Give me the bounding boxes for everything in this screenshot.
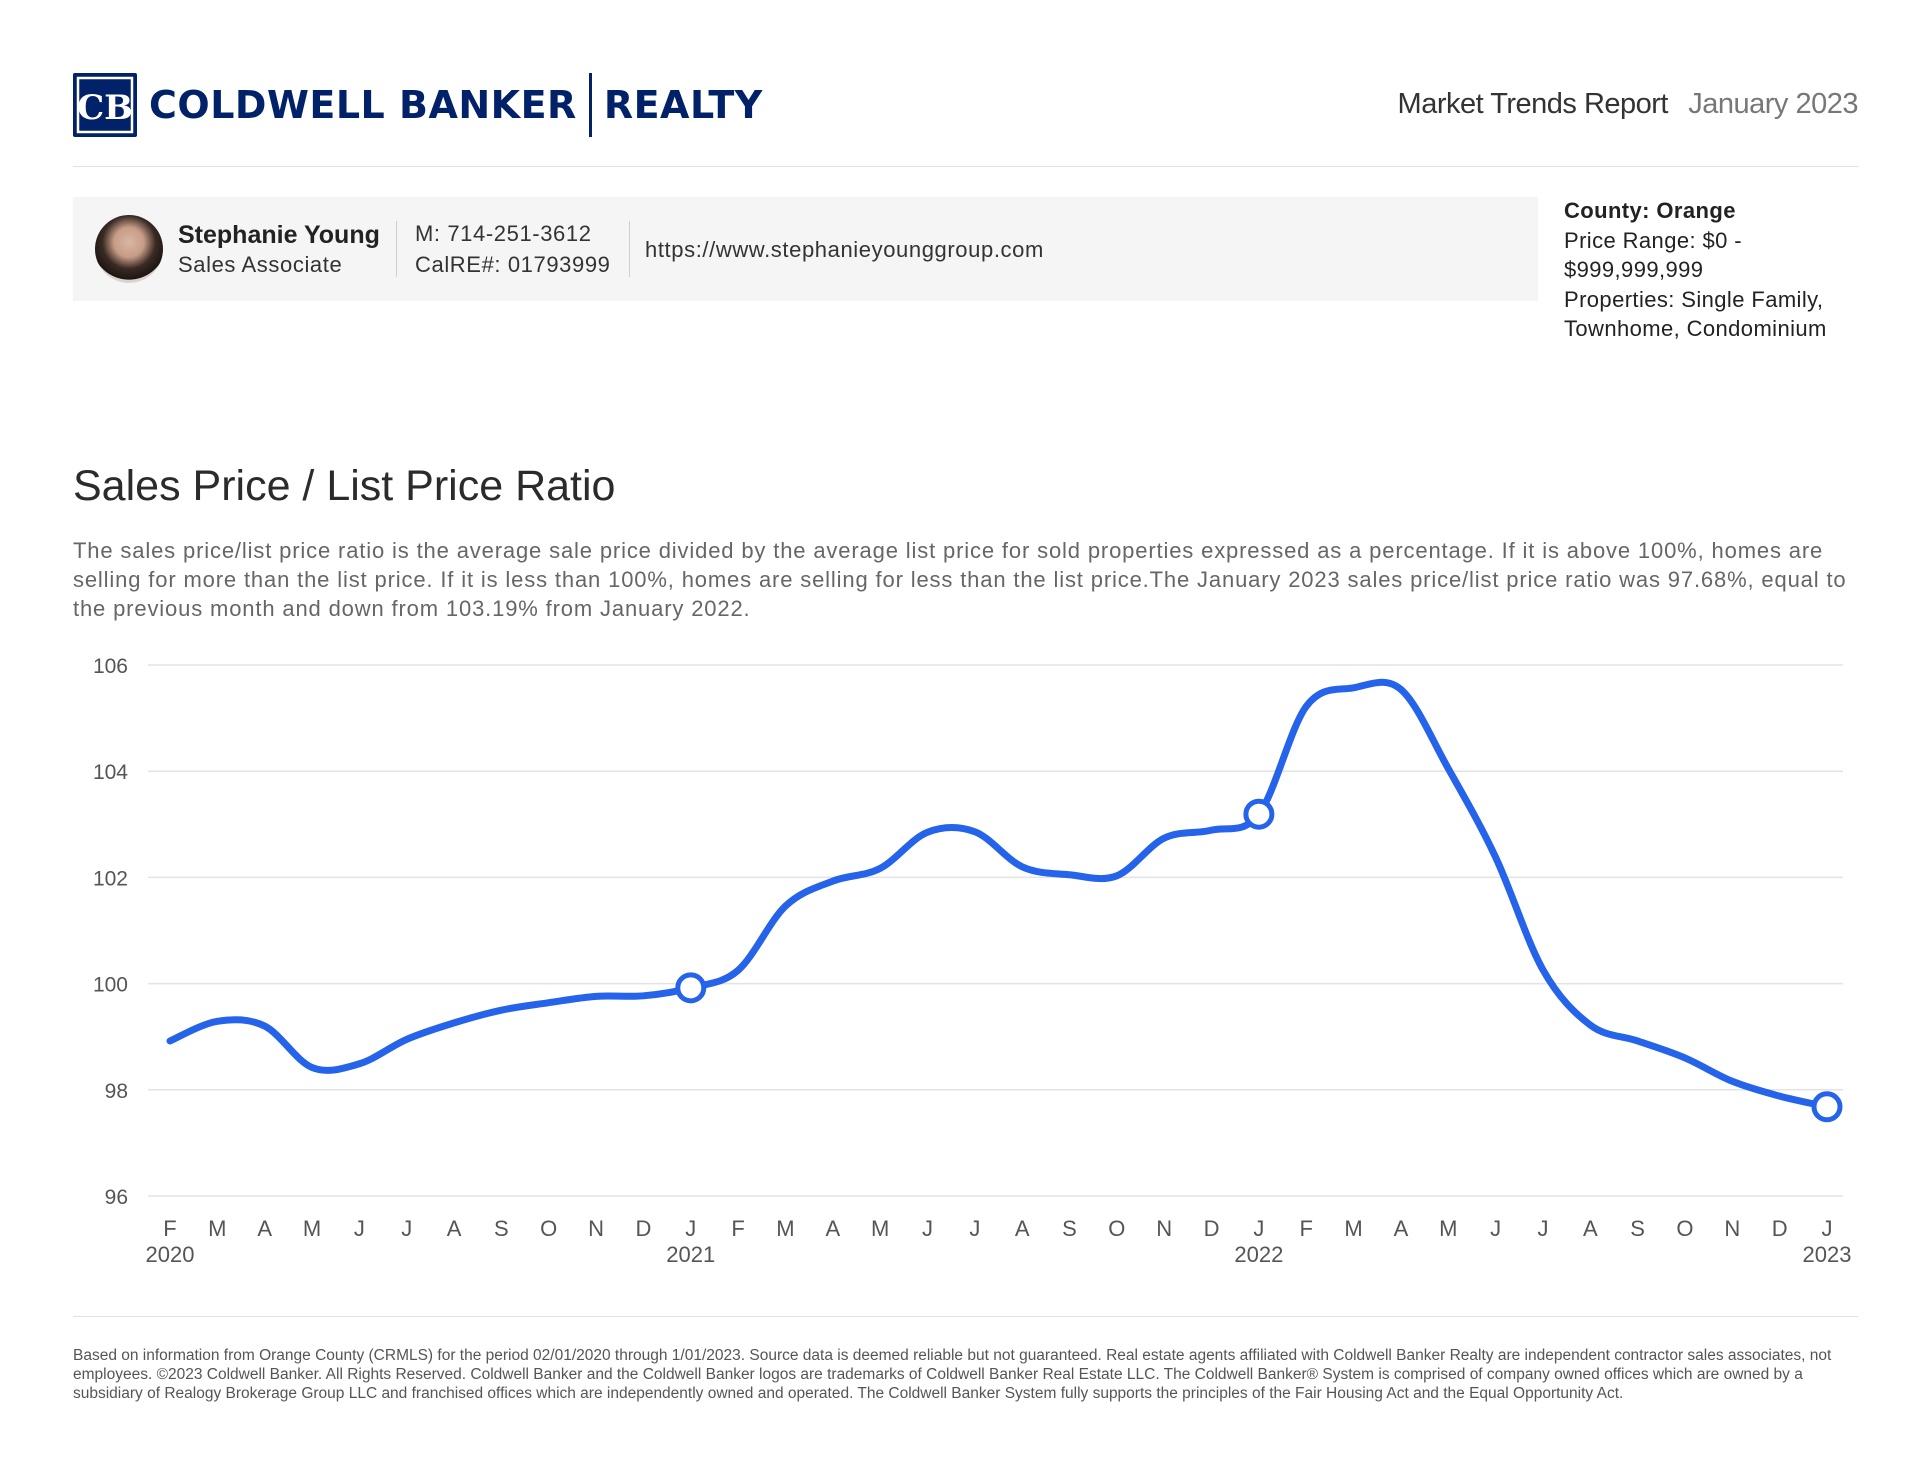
report-title: Market Trends Report	[1397, 88, 1669, 120]
brand-name: COLDWELL BANKER	[149, 83, 577, 127]
data-point-marker	[1243, 798, 1275, 830]
x-tick-label: D	[1772, 1216, 1788, 1241]
x-year-label: 2021	[666, 1242, 715, 1267]
x-tick-label: F	[163, 1216, 176, 1241]
agent-role: Sales Associate	[178, 252, 343, 277]
x-tick-label: N	[1156, 1216, 1172, 1241]
y-tick-label: 104	[93, 761, 128, 784]
series-line	[166, 678, 1831, 1111]
card-divider	[629, 221, 630, 277]
property-types-filter: Properties: Single Family, Townhome, Con…	[1564, 286, 1827, 342]
x-tick-label: D	[635, 1216, 651, 1241]
y-axis-ticks: 96 98 100 102 104 106	[93, 655, 128, 1209]
x-tick-label: J	[1537, 1216, 1548, 1241]
county-label: County:	[1564, 198, 1650, 223]
x-tick-label: J	[685, 1216, 696, 1241]
agent-card: Stephanie Young Sales Associate M: 714-2…	[73, 197, 1538, 301]
price-range-filter: Price Range: $0 - $999,999,999	[1564, 227, 1742, 283]
x-tick-label: A	[447, 1216, 462, 1241]
x-tick-label: M	[776, 1216, 794, 1241]
x-year-label: 2023	[1803, 1242, 1852, 1267]
card-divider	[396, 221, 397, 277]
footer-disclaimer: Based on information from Orange County …	[73, 1347, 1832, 1402]
chart-grid	[148, 664, 1843, 1197]
x-tick-label: S	[1062, 1216, 1077, 1241]
chart-description: The sales price/list price ratio is the …	[73, 538, 1847, 621]
x-tick-label: N	[588, 1216, 604, 1241]
agent-website-link[interactable]: https://www.stephanieyounggroup.com	[645, 237, 1044, 262]
data-point-marker	[1811, 1091, 1843, 1123]
data-point-marker	[675, 972, 707, 1004]
x-tick-label: M	[208, 1216, 226, 1241]
x-tick-label: F	[1300, 1216, 1313, 1241]
coldwell-banker-logo[interactable]: CB COLDWELL BANKER REALTY	[73, 72, 763, 138]
x-tick-label: J	[1253, 1216, 1264, 1241]
header-divider	[73, 166, 1858, 167]
agent-license: CalRE#: 01793999	[415, 252, 611, 277]
x-tick-label: M	[303, 1216, 321, 1241]
page-header: CB COLDWELL BANKER REALTY Market Trends …	[73, 72, 1858, 138]
x-tick-label: A	[257, 1216, 272, 1241]
x-tick-label: O	[1108, 1216, 1125, 1241]
brand-wordmark: COLDWELL BANKER REALTY	[149, 73, 763, 137]
x-year-label: 2020	[146, 1242, 195, 1267]
line-chart: 96 98 100 102 104 106 F M A M J J A S O N D J F M A M J J A S O N D…	[93, 655, 1852, 1267]
x-tick-label: J	[354, 1216, 365, 1241]
x-tick-label: J	[969, 1216, 980, 1241]
y-tick-label: 106	[93, 655, 128, 678]
x-tick-label: J	[1490, 1216, 1501, 1241]
x-axis-ticks: F M A M J J A S O N D J F M A M J J A S O N D J F M A M J J A S O N D J 2020…	[146, 1216, 1852, 1267]
x-tick-label: O	[1676, 1216, 1693, 1241]
x-year-label: 2022	[1234, 1242, 1283, 1267]
footer-divider	[73, 1316, 1858, 1317]
x-tick-label: J	[401, 1216, 412, 1241]
x-tick-label: A	[825, 1216, 840, 1241]
svg-text:CB: CB	[77, 88, 133, 128]
series-markers	[675, 798, 1843, 1123]
report-date: January 2023	[1688, 88, 1858, 120]
y-tick-label: 96	[105, 1186, 128, 1209]
report-filters: County: Orange Price Range: $0 - $999,99…	[1564, 196, 1864, 344]
county-value: Orange	[1656, 198, 1736, 223]
cb-monogram-icon: CB	[73, 73, 137, 137]
x-tick-label: A	[1583, 1216, 1598, 1241]
x-tick-label: M	[1344, 1216, 1362, 1241]
x-tick-label: S	[494, 1216, 509, 1241]
agent-phone[interactable]: M: 714-251-3612	[415, 221, 592, 246]
x-tick-label: O	[540, 1216, 557, 1241]
x-tick-label: A	[1015, 1216, 1030, 1241]
agent-avatar	[95, 215, 163, 283]
x-tick-label: M	[871, 1216, 889, 1241]
agent-name: Stephanie Young	[178, 221, 380, 249]
y-tick-label: 98	[105, 1080, 128, 1103]
series-line-path	[166, 678, 1831, 1111]
x-tick-label: J	[922, 1216, 933, 1241]
x-tick-label: J	[1822, 1216, 1833, 1241]
x-tick-label: D	[1204, 1216, 1220, 1241]
brand-divider	[588, 73, 592, 137]
x-tick-label: F	[731, 1216, 744, 1241]
brand-division: REALTY	[603, 83, 763, 127]
county-filter: County: Orange	[1564, 196, 1864, 226]
y-tick-label: 100	[93, 974, 128, 997]
y-tick-label: 102	[93, 867, 128, 890]
x-tick-label: A	[1394, 1216, 1409, 1241]
x-tick-label: S	[1630, 1216, 1645, 1241]
x-tick-label: N	[1724, 1216, 1740, 1241]
chart-title: Sales Price / List Price Ratio	[73, 462, 616, 510]
x-tick-label: M	[1439, 1216, 1457, 1241]
